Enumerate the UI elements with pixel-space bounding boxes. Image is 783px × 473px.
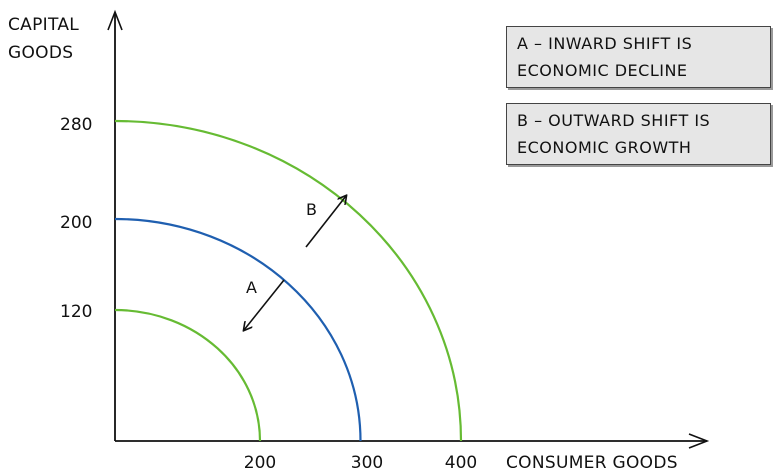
y-axis-label-line-2: GOODS [8,43,73,63]
x-axis-arrow-icon [688,433,710,449]
inward-shift-label: A [246,278,257,297]
x-tick-label-200: 200 [244,453,276,473]
y-axis-arrow-icon [107,9,123,31]
note-outward-line-1: B – OUTWARD SHIFT IS [517,111,711,130]
ppf-curve-inner [114,308,262,442]
y-axis-label-line-1: CAPITAL [8,15,79,35]
x-tick-label-300: 300 [351,453,383,473]
outward-shift-arrow [305,196,346,248]
ppf-curve-outer [114,119,463,442]
outward-shift-label: B [306,200,317,219]
note-box-outward-shift: B – OUTWARD SHIFT IS ECONOMIC GROWTH [506,103,771,165]
note-box-inward-shift: A – INWARD SHIFT IS ECONOMIC DECLINE [506,26,771,88]
inward-shift-arrow [244,279,285,330]
x-tick-label-400: 400 [445,453,477,473]
note-inward-line-2: ECONOMIC DECLINE [517,61,688,80]
y-tick-label-120: 120 [60,302,92,322]
note-inward-line-1: A – INWARD SHIFT IS [517,34,693,53]
ppf-curve-middle [114,217,362,442]
note-outward-line-2: ECONOMIC GROWTH [517,138,692,157]
y-tick-label-280: 280 [60,115,92,135]
y-tick-label-200: 200 [60,213,92,233]
x-axis-label: CONSUMER GOODS [506,453,678,473]
